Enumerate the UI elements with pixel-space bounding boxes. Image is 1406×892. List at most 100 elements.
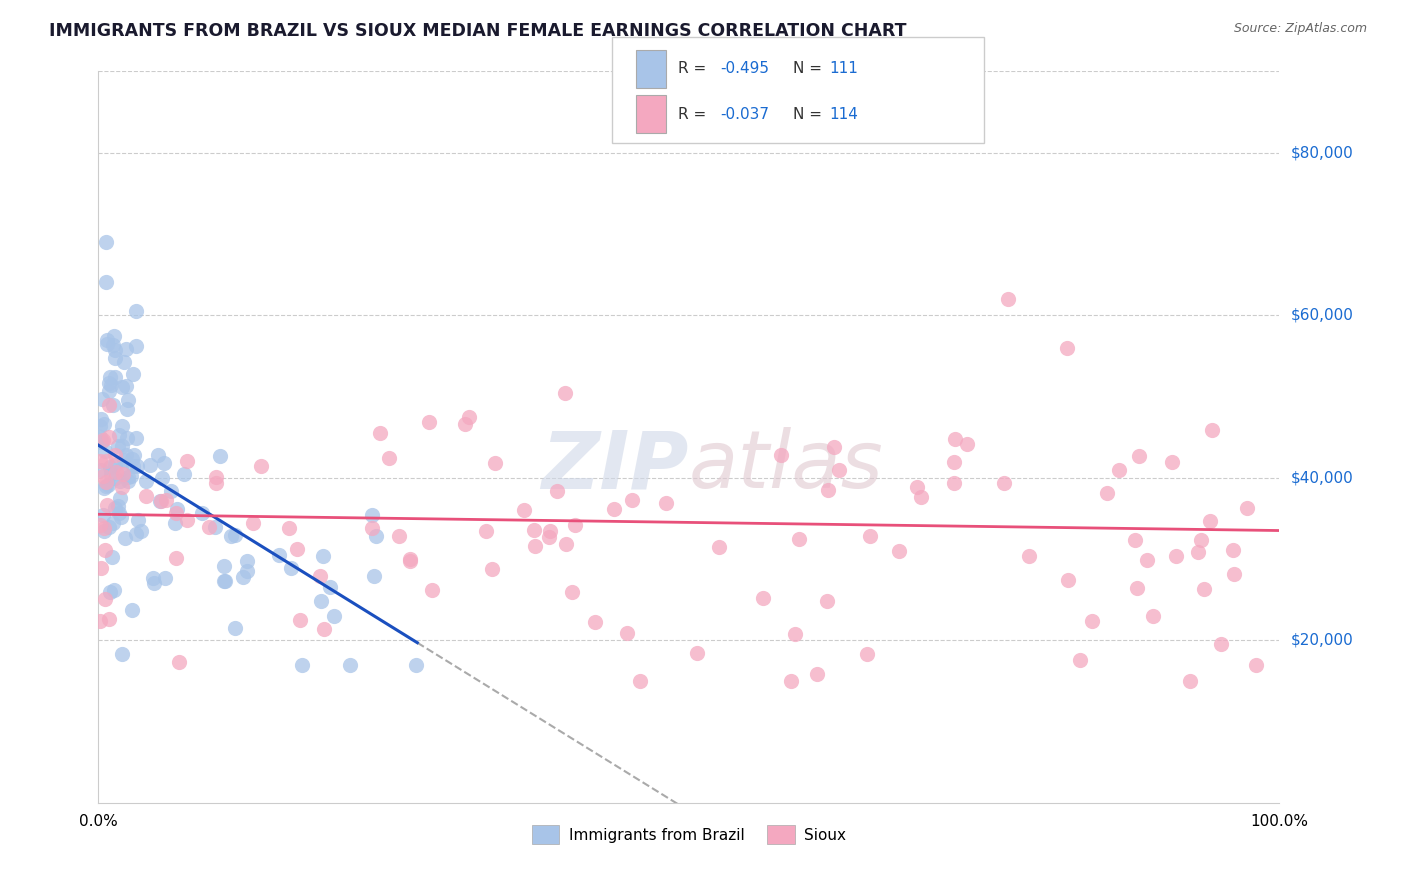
Point — [319, 580, 342, 594]
Point — [523, 539, 546, 553]
Point — [90, 412, 112, 426]
Point — [114, 355, 136, 369]
Point — [108, 491, 131, 505]
Point — [117, 401, 139, 416]
Point — [993, 476, 1015, 491]
Point — [205, 475, 228, 490]
Point — [125, 458, 148, 473]
Point — [1201, 423, 1223, 437]
Point — [555, 537, 578, 551]
Point — [620, 492, 643, 507]
Point — [1136, 553, 1159, 567]
Point — [204, 520, 226, 534]
Point — [122, 367, 145, 381]
Point — [117, 470, 139, 484]
Point — [309, 569, 332, 583]
Point — [142, 571, 165, 585]
Point — [523, 523, 546, 537]
Point — [1178, 673, 1201, 688]
Point — [198, 520, 221, 534]
Point — [546, 484, 568, 499]
Point — [1222, 542, 1244, 557]
Point — [93, 482, 115, 496]
Point — [153, 570, 176, 584]
Point — [997, 292, 1019, 306]
Point — [235, 564, 257, 578]
Point — [377, 450, 399, 465]
Point — [101, 398, 124, 412]
Point — [111, 379, 134, 393]
Point — [89, 517, 111, 532]
Point — [103, 329, 125, 343]
Point — [98, 398, 121, 412]
Point — [686, 646, 709, 660]
Point — [910, 490, 932, 504]
Point — [828, 463, 851, 477]
Point — [98, 520, 121, 534]
Point — [285, 541, 308, 556]
Point — [98, 612, 121, 626]
Point — [956, 436, 979, 450]
Point — [405, 657, 427, 672]
Point — [312, 549, 335, 564]
Point — [122, 448, 145, 462]
Point — [789, 532, 811, 546]
Text: 114: 114 — [830, 107, 859, 121]
Point — [121, 458, 143, 473]
Text: IMMIGRANTS FROM BRAZIL VS SIOUX MEDIAN FEMALE EARNINGS CORRELATION CHART: IMMIGRANTS FROM BRAZIL VS SIOUX MEDIAN F… — [49, 22, 907, 40]
Point — [583, 615, 606, 629]
Point — [150, 494, 173, 508]
Point — [322, 608, 344, 623]
Point — [1128, 449, 1150, 463]
Point — [361, 520, 384, 534]
Point — [111, 648, 134, 662]
Point — [169, 655, 191, 669]
Text: $40,000: $40,000 — [1291, 470, 1354, 485]
Point — [135, 489, 157, 503]
Point — [458, 409, 481, 424]
Point — [173, 467, 195, 482]
Point — [481, 562, 503, 576]
Point — [121, 603, 143, 617]
Point — [117, 431, 139, 445]
Text: $20,000: $20,000 — [1291, 632, 1354, 648]
Point — [117, 393, 139, 408]
Point — [139, 458, 162, 473]
Point — [108, 507, 131, 521]
Point — [943, 432, 966, 446]
Point — [209, 449, 232, 463]
Point — [176, 513, 198, 527]
Point — [484, 456, 506, 470]
Point — [311, 594, 333, 608]
Point — [111, 419, 134, 434]
Point — [422, 583, 444, 598]
Point — [858, 529, 880, 543]
Point — [110, 509, 132, 524]
Point — [1057, 574, 1080, 588]
Text: 111: 111 — [830, 62, 859, 77]
Point — [363, 569, 385, 583]
Point — [943, 475, 966, 490]
Text: -0.495: -0.495 — [720, 62, 769, 77]
Point — [1187, 545, 1209, 559]
Point — [339, 657, 361, 672]
Text: N =: N = — [793, 62, 827, 77]
Point — [1161, 455, 1184, 469]
Point — [399, 552, 422, 566]
Point — [104, 370, 127, 384]
Point — [1081, 614, 1104, 628]
Point — [91, 508, 114, 522]
Text: atlas: atlas — [689, 427, 884, 506]
Point — [114, 343, 136, 357]
Point — [513, 503, 536, 517]
Point — [780, 673, 803, 688]
Point — [91, 434, 114, 448]
Point — [1166, 549, 1188, 563]
Text: $60,000: $60,000 — [1291, 308, 1354, 323]
Point — [117, 474, 139, 488]
Point — [806, 666, 828, 681]
Point — [91, 392, 114, 406]
Point — [103, 338, 125, 352]
Point — [752, 591, 775, 605]
Point — [224, 621, 246, 635]
